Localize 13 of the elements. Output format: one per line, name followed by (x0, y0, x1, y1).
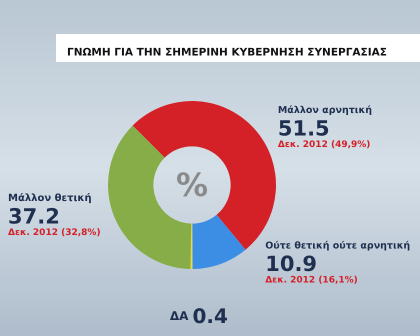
slice-label: Μάλλον αρνητική (278, 104, 372, 116)
data-label: 51.5 (278, 116, 330, 140)
text: % (176, 166, 208, 204)
text: Δεκ. 2012 (16,1%) (265, 275, 358, 286)
slice-label: ΔΑ (170, 309, 190, 323)
chart-title: ΓΝΩΜΗ ΓΙΑ ΤΗΝ ΣΗΜΕΡΙΝΗ ΚΥΒΕΡΝΗΣΗ ΣΥΝΕΡΓΑΣΙΑΣ (67, 46, 387, 58)
slice-label: Μάλλον θετική (8, 192, 92, 204)
text: Δεκ. 2012 (49,9%) (278, 140, 370, 150)
slice-label: Ούτε θετική ούτε αρνητική (265, 240, 410, 252)
data-label: 10.9 (265, 252, 318, 276)
data-label: 0.4 (192, 304, 228, 328)
text: Δεκ. 2012 (32,8%) (8, 228, 101, 238)
data-label: 37.2 (8, 204, 60, 228)
